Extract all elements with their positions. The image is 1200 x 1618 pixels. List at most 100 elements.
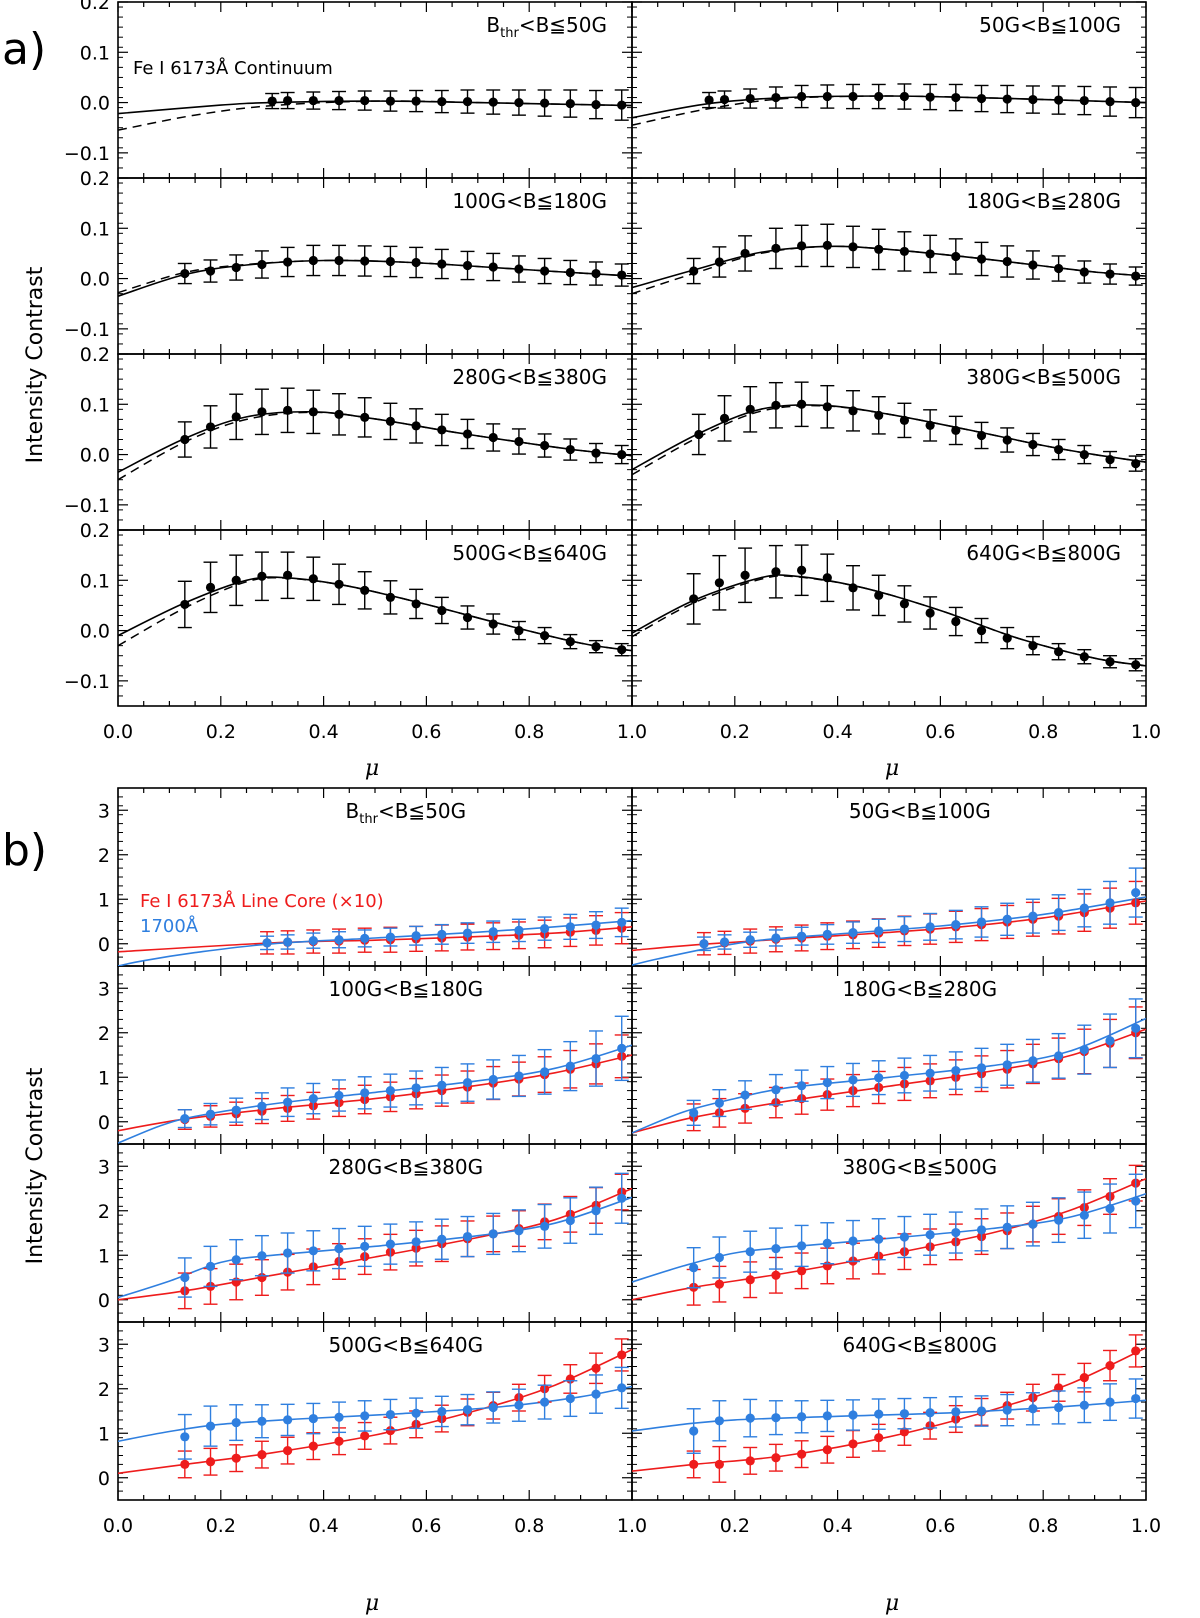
data-point: [874, 410, 884, 420]
data-point: [976, 93, 987, 104]
data-point: [1079, 449, 1089, 460]
data-point: [411, 1083, 421, 1093]
data-point: [565, 98, 575, 109]
data-point: [1105, 269, 1115, 279]
data-point: [488, 619, 498, 629]
data-point: [797, 241, 807, 251]
data-point: [771, 933, 781, 943]
x-tick-label: 0.4: [308, 1515, 338, 1537]
data-point: [334, 1412, 344, 1422]
data-point: [205, 1261, 216, 1271]
data-point: [689, 266, 699, 276]
panel-label: 100G<B≦180G: [329, 977, 484, 1001]
data-point: [874, 1234, 884, 1244]
data-point: [591, 1206, 601, 1216]
panel-label: 180G<B≦280G: [843, 977, 998, 1001]
data-point: [205, 1109, 216, 1119]
y-tick-label: 0.1: [80, 42, 110, 64]
panel-label: 380G<B≦500G: [843, 1155, 998, 1179]
fit-curve-dashed: [118, 411, 632, 481]
data-point: [308, 95, 318, 106]
data-point: [1079, 652, 1089, 662]
data-point: [514, 625, 524, 636]
data-layer: [118, 83, 1146, 1483]
fit-curve: [632, 1399, 1146, 1432]
panel-data-a-8: [632, 544, 1146, 672]
data-point: [488, 1229, 498, 1239]
data-point: [437, 259, 447, 269]
data-point: [180, 599, 190, 610]
data-point: [797, 931, 807, 941]
data-point: [385, 1086, 396, 1096]
data-point: [822, 1445, 832, 1455]
data-point: [771, 1453, 781, 1463]
data-point: [1028, 260, 1038, 270]
y-tick-label: −0.1: [64, 143, 110, 165]
data-point: [976, 1406, 987, 1416]
data-point: [617, 645, 627, 655]
data-point: [231, 412, 241, 422]
panel-data-a-5: [118, 387, 632, 481]
data-point: [848, 1075, 858, 1085]
data-point: [437, 1406, 447, 1417]
data-point: [488, 262, 498, 272]
panel-label: 380G<B≦500G: [966, 365, 1121, 389]
data-point: [1054, 95, 1064, 105]
y-tick-label: 3: [98, 800, 110, 822]
data-point: [360, 1088, 370, 1098]
y-tick-label: 0: [98, 1468, 110, 1490]
data-point: [899, 924, 910, 934]
data-point: [1131, 1023, 1141, 1033]
data-point: [283, 937, 293, 947]
fit-curve-dashed: [118, 576, 632, 652]
y-tick-label: 0.2: [80, 168, 110, 190]
data-point: [565, 637, 575, 647]
panel-data-a-4: [632, 223, 1146, 295]
data-point: [976, 625, 987, 636]
panel-a-2: [631, 1, 1147, 179]
x-tick-label: 0.8: [514, 721, 544, 743]
data-point: [714, 578, 724, 588]
data-point: [689, 1263, 699, 1273]
data-point: [540, 924, 550, 934]
fit-curve-dashed: [118, 100, 632, 131]
data-point: [565, 1215, 575, 1226]
data-point: [951, 920, 961, 930]
data-point: [951, 251, 961, 262]
data-point: [283, 570, 293, 580]
data-point: [1131, 1196, 1141, 1206]
data-point: [591, 99, 601, 110]
data-point: [385, 592, 396, 602]
fit-curve: [118, 926, 632, 953]
data-point: [925, 1068, 935, 1078]
data-point: [874, 590, 884, 600]
data-point: [951, 1227, 961, 1238]
data-point: [411, 1408, 421, 1418]
panel-label-part: B: [486, 13, 500, 37]
fit-curve-solid: [118, 259, 632, 297]
fit-curve: [632, 900, 1146, 952]
data-point: [591, 642, 601, 652]
x-tick-label: 0.2: [206, 721, 236, 743]
data-point: [797, 1081, 807, 1091]
panel-label: 500G<B≦640G: [452, 541, 607, 565]
panel-label: 100G<B≦180G: [452, 189, 607, 213]
data-point: [740, 570, 750, 580]
data-point: [308, 574, 318, 584]
data-point: [462, 260, 473, 271]
data-point: [1079, 1045, 1089, 1055]
data-point: [488, 432, 498, 443]
data-point: [976, 254, 987, 264]
panel-data-b-4: [632, 998, 1146, 1134]
data-point: [951, 92, 961, 103]
data-point: [617, 1193, 627, 1203]
data-point: [899, 599, 910, 609]
y-tick-label: 3: [98, 1334, 110, 1356]
data-point: [874, 1433, 884, 1443]
data-point: [411, 96, 421, 106]
panel-a-4: [631, 177, 1147, 355]
data-point: [1054, 647, 1064, 657]
fit-curve-solid: [118, 100, 632, 115]
legend-continuum: Fe I 6173Å Continuum: [133, 57, 333, 79]
